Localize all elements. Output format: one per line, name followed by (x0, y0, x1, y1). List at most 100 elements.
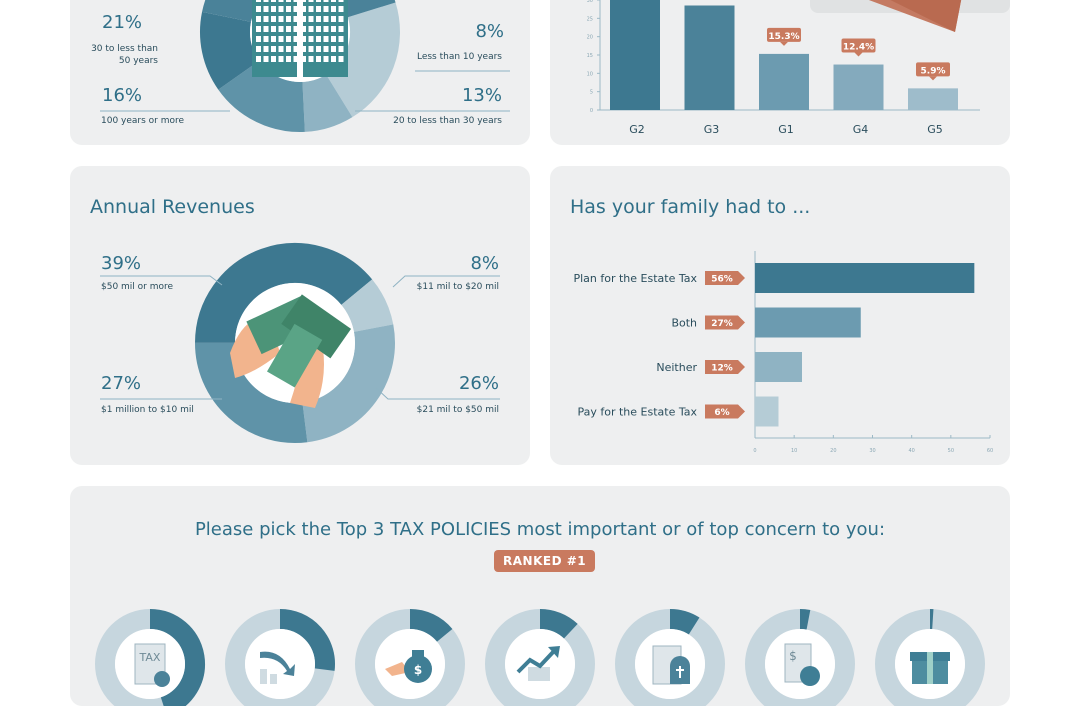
icon-part (260, 669, 267, 684)
revenues-card: Annual Revenues 39% $50 mil or more 8% $… (70, 166, 530, 465)
gen-bar-G2 (610, 0, 660, 110)
fam-category-label: Both (671, 317, 697, 330)
building-window (324, 26, 329, 32)
building-window (316, 0, 321, 2)
building-window (286, 36, 291, 42)
icon-part (270, 674, 277, 684)
building-window (324, 6, 329, 12)
fam-xtick-label: 40 (908, 448, 914, 454)
fam-bar (755, 397, 779, 427)
building-window (286, 46, 291, 52)
building-window (264, 36, 269, 42)
building-window (279, 26, 284, 32)
icon-part (927, 652, 933, 684)
fam-xtick-label: 10 (791, 448, 797, 454)
building-window (324, 0, 329, 2)
building-window (324, 16, 329, 22)
icon-part (528, 667, 550, 681)
gen-category-label: G3 (704, 123, 720, 136)
gen-ytick-label: 20 (587, 35, 593, 41)
fam-bar (755, 263, 974, 293)
gen-bar-G1 (759, 54, 809, 110)
rev-slice-2 (357, 292, 374, 328)
building-window (264, 26, 269, 32)
building-window (264, 6, 269, 12)
building-window (324, 36, 329, 42)
policy-ring-2 (235, 619, 325, 706)
gen-bar-G5 (908, 88, 958, 110)
building-window (279, 0, 284, 2)
building-window (316, 56, 321, 62)
building-window (279, 56, 284, 62)
building-window (316, 16, 321, 22)
building-window (256, 0, 261, 2)
gen-bar-G4 (834, 65, 884, 110)
policy-ring-center (245, 629, 315, 699)
building-window (286, 0, 291, 2)
gen-ytick-label: 10 (587, 71, 593, 77)
fam-data-label: 6% (714, 408, 729, 418)
building-window (324, 56, 329, 62)
building-window (271, 36, 276, 42)
building-window (331, 36, 336, 42)
building-window (264, 16, 269, 22)
age-label-4: 20 to less than 30 years (393, 116, 502, 126)
building-window (271, 46, 276, 52)
building-window (309, 16, 314, 22)
rev-pct-2: 8% (470, 253, 499, 274)
fam-xtick-label: 20 (830, 448, 836, 454)
rev-label-3: $1 million to $10 mil (101, 405, 194, 415)
rev-label-1: $50 mil or more (101, 282, 173, 292)
building-window (271, 26, 276, 32)
building-window (286, 56, 291, 62)
building-window (339, 46, 344, 52)
fam-bar (755, 352, 802, 382)
building-window (264, 56, 269, 62)
building-window (309, 0, 314, 2)
age-card: 21% 30 to less than 50 years 8% Less tha… (70, 0, 530, 145)
building-window (309, 36, 314, 42)
building-window (279, 46, 284, 52)
building-window (264, 0, 269, 2)
building-window (286, 6, 291, 12)
gen-data-label: 12.4% (843, 43, 874, 53)
building-window (286, 26, 291, 32)
policy-ring-5 (625, 619, 715, 706)
gen-bar-G3 (685, 6, 735, 111)
icon-part: TAX (139, 651, 161, 664)
building-window (309, 56, 314, 62)
policies-card: Please pick the Top 3 TAX POLICIES most … (70, 486, 1010, 706)
icon-part: $ (789, 649, 797, 663)
building-window (339, 26, 344, 32)
building-window (271, 6, 276, 12)
building-window (331, 56, 336, 62)
gen-data-label-pointer (929, 76, 937, 80)
building-window (271, 56, 276, 62)
fam-data-label: 56% (711, 275, 733, 285)
building-divider (297, 0, 303, 77)
revenues-donut-chart (70, 166, 530, 465)
gen-category-label: G4 (853, 123, 869, 136)
rev-label-4: $21 mil to $50 mil (417, 405, 499, 415)
gift-icon (910, 652, 950, 684)
age-slice-4 (225, 17, 239, 75)
age-pct-4: 13% (462, 85, 502, 106)
building-window (316, 36, 321, 42)
building-window (256, 16, 261, 22)
building-window (264, 46, 269, 52)
building-window (271, 0, 276, 2)
gen-category-label: G2 (629, 123, 645, 136)
gen-ytick-label: 0 (590, 108, 593, 114)
age-label-3: 100 years or more (101, 116, 184, 126)
policy-ring-3: $ (365, 619, 455, 706)
fam-xtick-label: 60 (987, 448, 993, 454)
icon-part (800, 666, 820, 686)
building-window (331, 46, 336, 52)
icon-part (154, 671, 170, 687)
building-window (279, 16, 284, 22)
building-window (316, 46, 321, 52)
rev-pct-3: 27% (101, 373, 141, 394)
building-window (309, 26, 314, 32)
